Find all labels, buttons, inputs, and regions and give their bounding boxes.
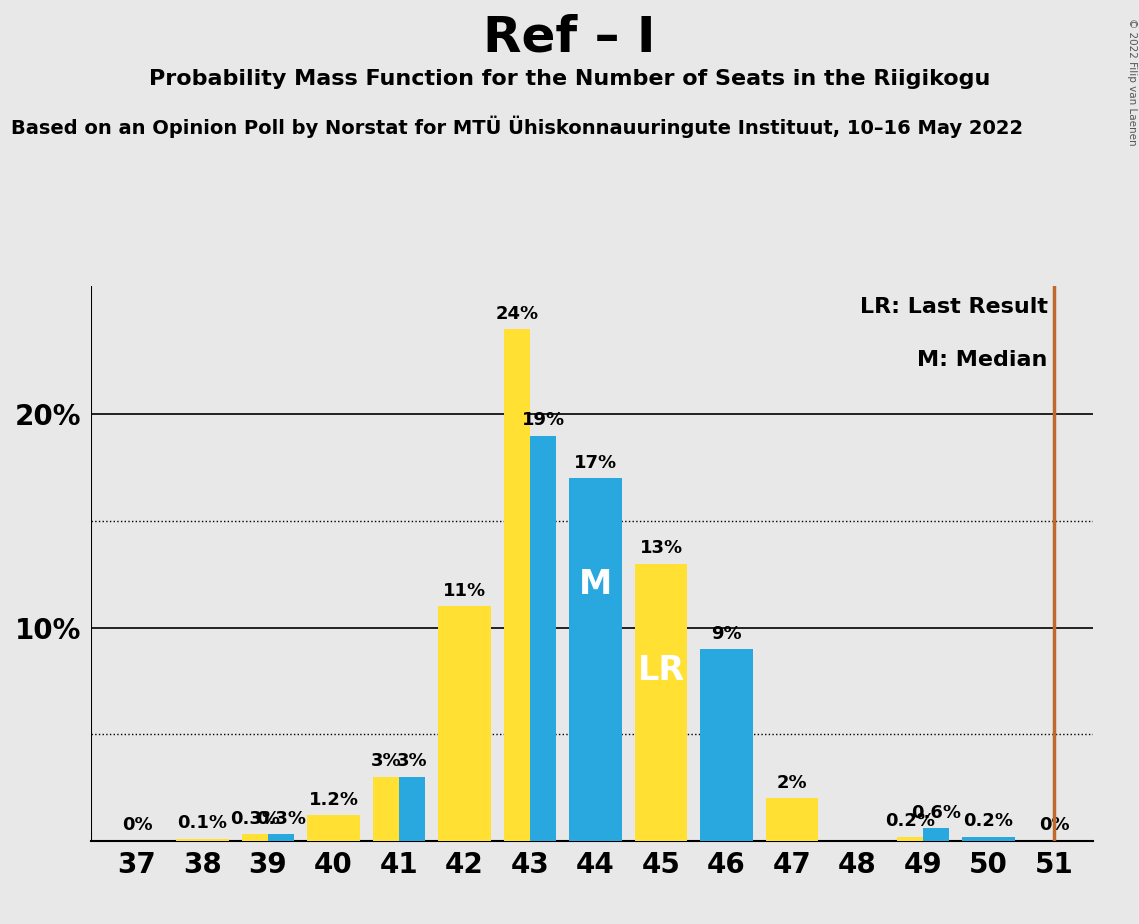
Text: 0.3%: 0.3% (256, 810, 306, 828)
Text: LR: LR (638, 654, 685, 687)
Text: 1.2%: 1.2% (309, 791, 359, 808)
Text: Ref – I: Ref – I (483, 14, 656, 62)
Text: M: Median: M: Median (917, 350, 1048, 371)
Text: 0.2%: 0.2% (964, 812, 1014, 830)
Text: 0%: 0% (122, 817, 153, 834)
Text: Based on an Opinion Poll by Norstat for MTÜ Ühiskonnauuringute Instituut, 10–16 : Based on an Opinion Poll by Norstat for … (11, 116, 1024, 138)
Text: 19%: 19% (522, 411, 565, 430)
Bar (241, 834, 268, 841)
Bar (896, 836, 923, 841)
Text: 0%: 0% (1039, 817, 1070, 834)
Bar (570, 479, 622, 841)
Text: M: M (579, 568, 612, 602)
Text: 9%: 9% (711, 625, 741, 642)
Bar (399, 777, 425, 841)
Bar (503, 329, 530, 841)
Text: LR: Last Result: LR: Last Result (860, 298, 1048, 317)
Text: 24%: 24% (495, 305, 539, 322)
Bar (765, 798, 818, 841)
Text: 0.1%: 0.1% (178, 814, 228, 833)
Text: 2%: 2% (777, 773, 808, 792)
Text: 17%: 17% (574, 454, 617, 472)
Text: 3%: 3% (370, 752, 401, 771)
Bar (962, 836, 1015, 841)
Text: 3%: 3% (396, 752, 427, 771)
Bar (439, 606, 491, 841)
Bar (177, 839, 229, 841)
Text: 11%: 11% (443, 582, 486, 600)
Text: 0.2%: 0.2% (885, 812, 935, 830)
Bar (268, 834, 294, 841)
Text: 13%: 13% (639, 540, 682, 557)
Bar (530, 436, 556, 841)
Text: 0.6%: 0.6% (911, 804, 961, 821)
Bar (923, 828, 949, 841)
Text: 0.3%: 0.3% (230, 810, 280, 828)
Text: Probability Mass Function for the Number of Seats in the Riigikogu: Probability Mass Function for the Number… (149, 69, 990, 90)
Bar (634, 564, 687, 841)
Bar (372, 777, 399, 841)
Text: © 2022 Filip van Laenen: © 2022 Filip van Laenen (1126, 18, 1137, 146)
Bar (700, 649, 753, 841)
Bar (308, 815, 360, 841)
